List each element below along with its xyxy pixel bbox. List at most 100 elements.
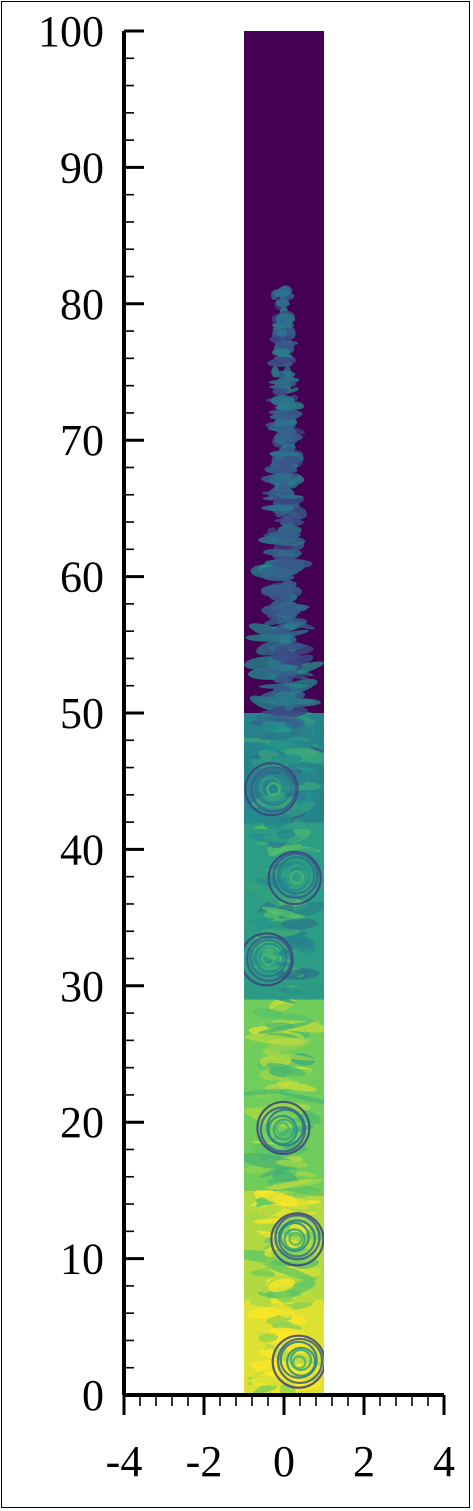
- vortex-ring: [246, 935, 293, 982]
- plume-eddy: [275, 425, 295, 434]
- x-tick-label: -2: [186, 1437, 223, 1486]
- vortex-ring: [267, 1114, 298, 1146]
- vortex-ring: [271, 1334, 324, 1389]
- y-tick-label: 20: [60, 1098, 104, 1147]
- x-tick-label: 2: [353, 1437, 375, 1486]
- scalar-field: [244, 31, 324, 1395]
- y-tick-label: 100: [38, 7, 104, 56]
- vortex-ring: [270, 1212, 324, 1267]
- turbulence-streak: [275, 1159, 308, 1168]
- vortex-ring: [250, 766, 297, 813]
- plume-eddy: [269, 530, 301, 540]
- vortex-ring: [279, 1221, 310, 1253]
- plume-eddy: [272, 356, 294, 364]
- vortex: [244, 932, 294, 987]
- vortex-ring: [272, 852, 319, 899]
- plume-eddy: [268, 698, 322, 707]
- plume-eddy: [270, 395, 295, 407]
- turbulence-streak: [263, 739, 296, 752]
- turbulence-streak: [252, 1008, 285, 1019]
- vortex-ring: [288, 1231, 303, 1246]
- turbulence-streak: [275, 1290, 293, 1303]
- turbulence-streak: [275, 1305, 295, 1318]
- plume-eddy: [274, 382, 291, 389]
- vortex-ring: [254, 942, 285, 973]
- turbulence-streak: [244, 1205, 283, 1221]
- turbulence-streak: [259, 731, 303, 741]
- y-tick-label: 90: [60, 143, 104, 192]
- vortex-ring: [286, 1346, 317, 1377]
- plume-eddy: [271, 558, 313, 569]
- y-tick-label: 70: [60, 416, 104, 465]
- plume-eddy: [272, 414, 299, 421]
- vortex-ring: [274, 1214, 321, 1261]
- turbulence-streak: [267, 1278, 296, 1293]
- vortex: [256, 1100, 311, 1156]
- turbulence-streak: [247, 1306, 281, 1320]
- plume-eddy: [265, 586, 302, 592]
- vortex-ring: [256, 1100, 311, 1156]
- vortex: [270, 1212, 324, 1267]
- vortex-ring: [292, 1355, 307, 1370]
- turbulence-streak: [244, 807, 283, 826]
- plume-eddy: [273, 432, 303, 442]
- field-layer: [244, 1295, 324, 1395]
- vortex-ring: [289, 870, 305, 885]
- plume-eddy: [271, 628, 292, 635]
- plume-eddy: [275, 691, 297, 700]
- plume-eddy: [269, 651, 301, 661]
- vortex-ring: [244, 762, 299, 817]
- vortex-ring: [279, 1340, 318, 1379]
- x-tick-label: -4: [106, 1437, 143, 1486]
- turbulence-streak: [256, 1187, 299, 1207]
- plume-eddy: [278, 494, 304, 499]
- turbulence-streak: [258, 1333, 279, 1343]
- turbulence-streak: [244, 881, 296, 903]
- plume-eddy: [270, 705, 309, 718]
- vortex-ring: [244, 932, 294, 987]
- plume-eddy: [270, 451, 300, 457]
- turbulence-streak: [288, 387, 299, 393]
- turbulence-streak: [289, 1315, 307, 1326]
- turbulence-streak: [268, 843, 303, 856]
- turbulence-streak: [250, 792, 287, 808]
- field-layer: [244, 996, 324, 1199]
- vortex: [267, 850, 322, 906]
- vortex: [244, 762, 299, 817]
- plume-eddy: [278, 606, 301, 617]
- turbulence-streak: [291, 872, 317, 885]
- plume-eddy: [278, 483, 289, 491]
- plume: [258, 285, 322, 718]
- vortex-ring: [283, 1228, 306, 1251]
- vortex-ring: [259, 776, 282, 799]
- vortex-ring: [267, 850, 322, 906]
- plume-eddy: [261, 504, 294, 512]
- turbulence-streak: [246, 917, 275, 924]
- plume-eddy: [276, 328, 288, 337]
- turbulence-streak: [245, 1034, 305, 1046]
- turbulence-streak: [244, 1089, 290, 1096]
- plume-eddy: [258, 566, 299, 577]
- plume-eddy: [272, 386, 289, 396]
- plume-eddy: [262, 573, 295, 582]
- plume-eddy: [261, 490, 294, 496]
- y-tick-label: 10: [60, 1235, 104, 1284]
- turbulence-streak: [266, 1062, 306, 1076]
- vortex-ring: [279, 861, 310, 892]
- turbulence-streak: [262, 1262, 316, 1281]
- plume-eddy: [275, 343, 294, 350]
- vortex-ring: [257, 773, 288, 804]
- plume-eddy: [271, 348, 291, 357]
- plume-eddy: [278, 634, 292, 646]
- turbulence-streak: [276, 829, 296, 839]
- turbulence-streak: [281, 918, 318, 930]
- vortex-ring: [261, 951, 276, 966]
- turbulence-streak: [284, 969, 306, 979]
- plume-eddy: [270, 661, 282, 670]
- plume-eddy: [274, 404, 300, 411]
- turbulence-streak: [261, 906, 303, 919]
- plume-eddy: [275, 313, 296, 325]
- vortex-ring: [289, 1348, 313, 1372]
